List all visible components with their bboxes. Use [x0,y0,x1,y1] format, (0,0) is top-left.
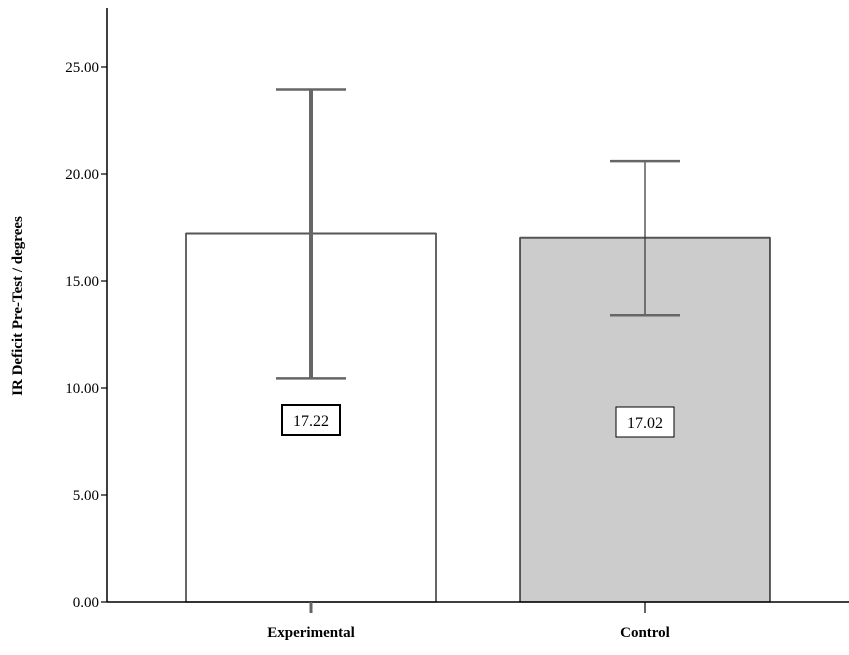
data-labels: 17.22 17.02 [281,404,675,438]
y-tick-label: 10.00 [65,381,99,397]
y-tick-label: 5.00 [73,488,99,504]
error-bars [276,88,680,380]
data-label-box [615,406,675,438]
data-label: 17.22 [293,413,329,430]
data-label: 17.02 [627,415,663,432]
y-axis-title: IR Deficit Pre-Test / degrees [10,216,26,396]
y-tick-label: 25.00 [65,60,99,76]
x-category-label: Control [620,625,670,641]
y-axis: 0.00 5.00 10.00 15.00 20.00 25.00 [65,8,108,611]
x-category-label: Experimental [267,625,355,641]
x-axis: Experimental Control [107,601,849,641]
data-label-box [281,404,341,436]
y-tick-label: 0.00 [73,595,99,611]
bars [185,232,771,603]
y-tick-label: 20.00 [65,167,99,183]
y-tick-label: 15.00 [65,274,99,290]
